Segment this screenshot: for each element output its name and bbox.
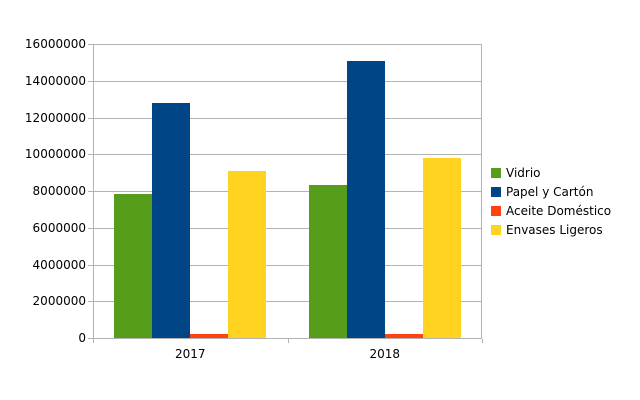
y-tick-label: 12000000 [24, 111, 86, 125]
bar-aceite-domestico-2017 [190, 334, 228, 338]
bar-envases-ligeros-2017 [228, 171, 266, 338]
bar-papel-y-carton-2017 [152, 103, 190, 338]
x-axis-tick [482, 339, 483, 343]
bar-vidrio-2018 [309, 185, 347, 338]
legend-swatch-icon [491, 205, 501, 216]
gridline [93, 228, 482, 229]
bar-vidrio-2017 [114, 194, 152, 338]
y-tick-label: 6000000 [32, 221, 86, 235]
legend-label: Papel y Cartón [506, 184, 594, 199]
gridline [93, 301, 482, 302]
gridline [93, 265, 482, 266]
legend-item-aceite-domestico: Aceite Doméstico [491, 201, 611, 220]
x-axis-tick [93, 339, 94, 343]
gridline [93, 81, 482, 82]
legend-swatch-icon [491, 224, 501, 235]
gridline [93, 191, 482, 192]
legend-item-papel-y-carton: Papel y Cartón [491, 182, 611, 201]
y-axis-tick [88, 81, 93, 82]
legend-swatch-icon [491, 167, 501, 178]
y-axis-tick [88, 154, 93, 155]
chart-legend: Vidrio Papel y Cartón Aceite Doméstico Enva… [491, 163, 611, 239]
y-tick-label: 4000000 [32, 258, 86, 272]
y-axis-tick [88, 191, 93, 192]
y-tick-label: 14000000 [24, 74, 86, 88]
y-tick-label: 16000000 [24, 37, 86, 51]
y-axis-tick [88, 44, 93, 45]
y-tick-label: 0 [78, 331, 86, 345]
y-tick-label: 2000000 [32, 294, 86, 308]
bar-aceite-domestico-2018 [385, 334, 423, 338]
gridline [93, 118, 482, 119]
x-tick-label: 2017 [174, 347, 206, 361]
legend-swatch-icon [491, 186, 501, 197]
bar-envases-ligeros-2018 [423, 158, 461, 338]
y-axis-tick [88, 301, 93, 302]
y-tick-label: 10000000 [24, 147, 86, 161]
y-tick-label: 8000000 [32, 184, 86, 198]
legend-label: Vidrio [506, 165, 541, 180]
x-tick-label: 2018 [369, 347, 401, 361]
legend-item-vidrio: Vidrio [491, 163, 611, 182]
bar-papel-y-carton-2018 [347, 61, 385, 338]
y-axis-tick [88, 118, 93, 119]
gridline [93, 154, 482, 155]
y-axis-tick [88, 265, 93, 266]
legend-item-envases-ligeros: Envases Ligeros [491, 220, 611, 239]
y-axis-tick [88, 228, 93, 229]
x-axis-tick [288, 339, 289, 343]
legend-label: Envases Ligeros [506, 222, 603, 237]
y-axis-tick [88, 338, 93, 339]
legend-label: Aceite Doméstico [506, 203, 612, 218]
